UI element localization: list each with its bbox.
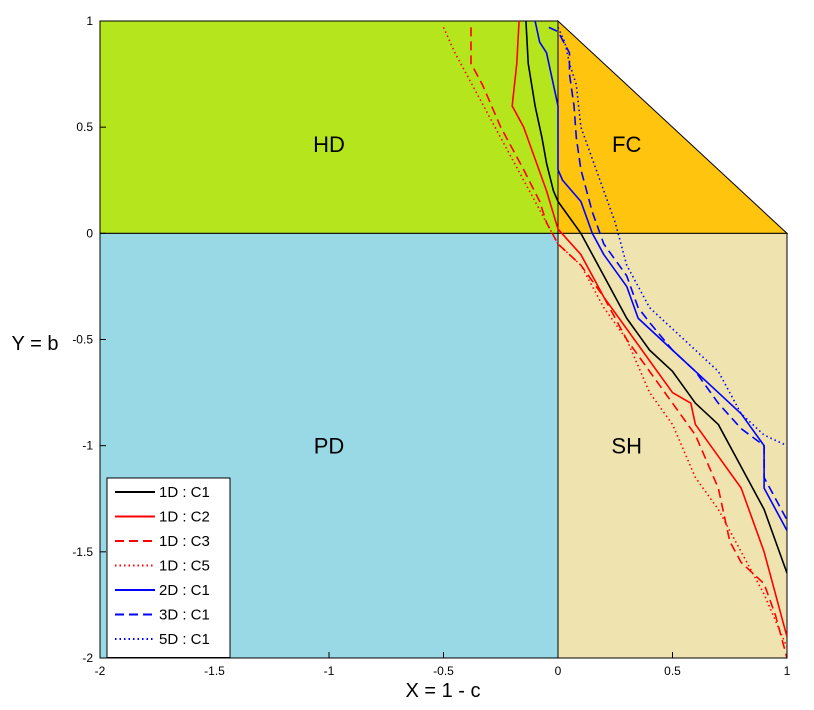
legend-label: 1D : C3 — [159, 533, 210, 550]
legend-box — [106, 477, 231, 658]
region-label-fc: FC — [612, 132, 641, 157]
series-line-3d-c1 — [548, 26, 787, 521]
legend-label: 1D : C5 — [159, 558, 210, 575]
x-tick-label: -2 — [95, 664, 106, 678]
region-fc — [557, 19, 789, 234]
y-tick-label: -2 — [82, 651, 93, 665]
x-tick-label: -1.5 — [204, 664, 225, 678]
y-axis-label: Y = b — [12, 333, 59, 355]
y-tick-label: -0.5 — [72, 333, 93, 347]
x-tick-label: 1 — [784, 664, 791, 678]
x-axis-label: X = 1 - c — [405, 680, 480, 702]
y-tick-label: -1 — [82, 439, 93, 453]
y-tick-label: 1 — [86, 14, 93, 28]
region-label-hd: HD — [313, 132, 345, 157]
chart-legend: 1D : C1 1D : C2 1D : C3 1D : C5 2D : C1 3D : … — [106, 477, 231, 658]
series-line-1d-c2 — [511, 21, 787, 637]
region-labels: HD FC PD SH — [313, 132, 642, 459]
series-line-2d-c1 — [534, 21, 787, 531]
legend-label: 5D : C1 — [159, 631, 210, 648]
series-line-1d-c1 — [525, 21, 787, 574]
region-label-pd: PD — [314, 434, 345, 459]
region-sh — [557, 232, 788, 659]
legend-label: 3D : C1 — [159, 607, 210, 624]
series-line-1d-c3 — [470, 27, 787, 658]
x-tick-label: -1 — [324, 664, 335, 678]
y-tick-label: -1.5 — [72, 545, 93, 559]
x-tick-label: 0 — [555, 664, 562, 678]
legend-label: 2D : C1 — [159, 582, 210, 599]
region-label-sh: SH — [611, 434, 642, 459]
y-tick-label: 0.5 — [76, 120, 93, 134]
x-tick-label: 0.5 — [664, 664, 681, 678]
legend-label: 1D : C2 — [159, 509, 210, 526]
series-line-5d-c1 — [557, 27, 787, 447]
legend-label: 1D : C1 — [159, 484, 210, 501]
chart-series — [442, 21, 787, 658]
region-hd — [99, 20, 559, 234]
y-tick-label: 0 — [86, 226, 93, 240]
x-tick-label: -0.5 — [433, 664, 454, 678]
